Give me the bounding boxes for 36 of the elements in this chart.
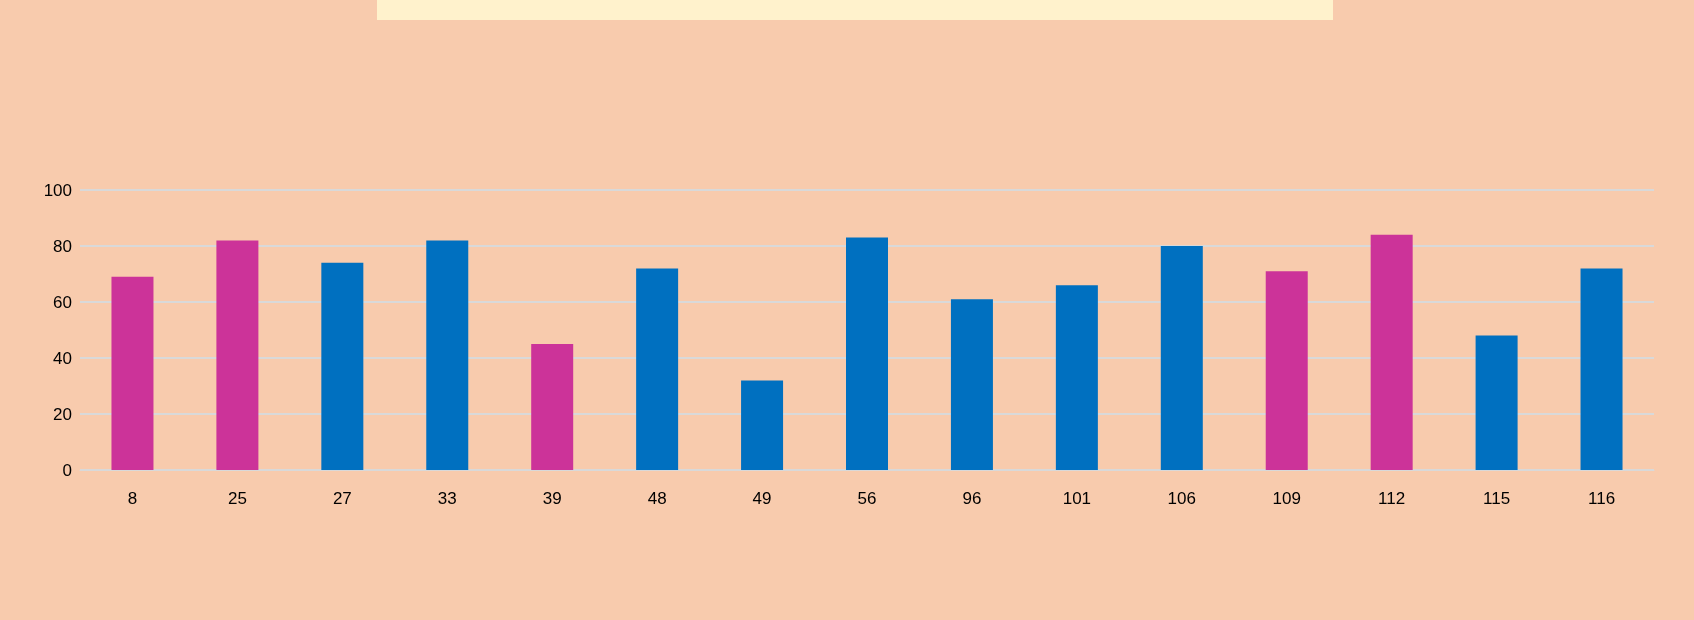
x-tick-label: 33 <box>437 489 457 508</box>
bar <box>216 240 259 470</box>
bar <box>111 276 154 470</box>
y-tick-label: 80 <box>53 236 72 256</box>
x-tick-label: 116 <box>1587 489 1616 508</box>
x-tick-label: 112 <box>1378 489 1406 508</box>
bar <box>950 299 993 470</box>
bar <box>1055 285 1098 470</box>
x-tick-label: 96 <box>962 489 982 508</box>
x-tick-label: 27 <box>332 489 352 508</box>
bar <box>426 240 469 470</box>
bar <box>1580 268 1623 470</box>
bar <box>1370 234 1413 470</box>
y-tick-label: 40 <box>53 348 72 368</box>
bar <box>321 262 364 470</box>
y-tick-label: 0 <box>62 460 72 480</box>
x-tick-label: 115 <box>1483 489 1511 508</box>
x-tick-label: 39 <box>542 489 562 508</box>
bar <box>741 380 784 470</box>
x-tick-label: 106 <box>1167 489 1196 508</box>
x-tick-label: 25 <box>227 489 247 508</box>
x-tick-label: 49 <box>752 489 772 508</box>
x-tick-label: 101 <box>1062 489 1092 508</box>
x-tick-label: 56 <box>857 489 877 508</box>
bar <box>1160 246 1203 470</box>
bar <box>846 237 888 470</box>
x-tick-label: 48 <box>647 489 667 508</box>
y-tick-label: 100 <box>43 180 72 200</box>
bar <box>1265 271 1308 470</box>
x-tick-label: 109 <box>1272 489 1301 508</box>
y-tick-label: 60 <box>53 292 72 312</box>
bar <box>636 268 679 470</box>
x-tick-label: 8 <box>127 489 138 508</box>
y-tick-label: 20 <box>53 404 72 424</box>
bar <box>531 344 574 470</box>
bar <box>1475 335 1518 470</box>
